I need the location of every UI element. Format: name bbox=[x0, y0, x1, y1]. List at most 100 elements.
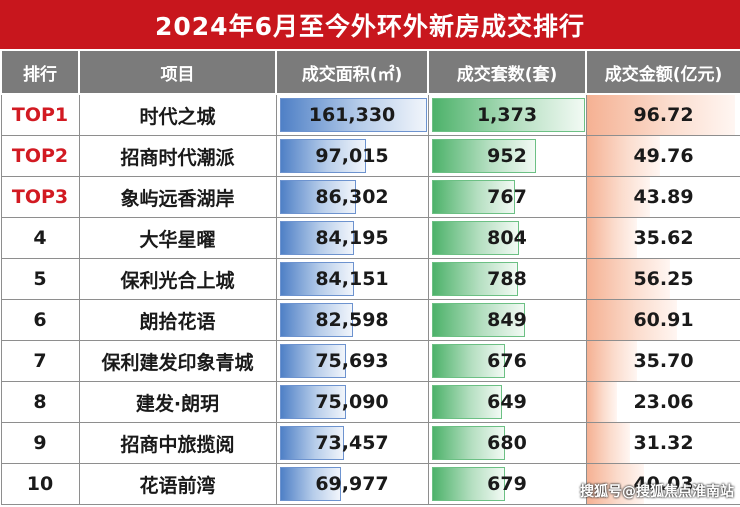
amount-bar bbox=[587, 382, 618, 422]
units-bar bbox=[431, 221, 520, 255]
units-cell: 679 bbox=[427, 463, 587, 505]
rank-cell: TOP1 bbox=[0, 93, 80, 136]
units-value: 679 bbox=[487, 473, 527, 495]
project-name-cell: 花语前湾 bbox=[78, 463, 277, 505]
amount-cell: 23.06 bbox=[585, 381, 740, 423]
rank-cell: 9 bbox=[0, 422, 80, 464]
amount-cell: 96.72 bbox=[585, 93, 740, 136]
amount-cell: 40.03 bbox=[585, 463, 740, 505]
area-bar bbox=[279, 467, 341, 501]
amount-cell: 31.32 bbox=[585, 422, 740, 464]
units-value: 952 bbox=[487, 145, 527, 167]
amount-bar bbox=[587, 341, 638, 381]
amount-value: 40.03 bbox=[633, 473, 694, 495]
amount-cell: 49.76 bbox=[585, 135, 740, 177]
amount-value: 35.70 bbox=[633, 350, 694, 372]
header-units: 成交套数(套) bbox=[427, 49, 587, 95]
area-value: 84,195 bbox=[315, 227, 389, 249]
table-row: 8 建发·朗玥 75,090 649 23.06 bbox=[0, 381, 740, 423]
amount-bar bbox=[587, 464, 645, 504]
area-bar bbox=[279, 180, 357, 214]
project-name-cell: 保利光合上城 bbox=[78, 258, 277, 300]
amount-bar bbox=[587, 177, 651, 217]
area-value: 69,977 bbox=[315, 473, 389, 495]
units-value: 849 bbox=[487, 309, 527, 331]
amount-bar bbox=[587, 423, 631, 463]
table-row: TOP2 招商时代潮派 97,015 952 49.76 bbox=[0, 135, 740, 177]
units-cell: 849 bbox=[427, 299, 587, 341]
amount-cell: 56.25 bbox=[585, 258, 740, 300]
rank-cell: TOP3 bbox=[0, 176, 80, 218]
amount-value: 49.76 bbox=[633, 145, 694, 167]
area-value: 86,302 bbox=[315, 186, 389, 208]
rank-cell: TOP2 bbox=[0, 135, 80, 177]
header-amount: 成交金额(亿元) bbox=[585, 49, 740, 95]
area-cell: 82,598 bbox=[275, 299, 429, 341]
units-cell: 649 bbox=[427, 381, 587, 423]
rank-cell: 7 bbox=[0, 340, 80, 382]
table-row: 5 保利光合上城 84,151 788 56.25 bbox=[0, 258, 740, 300]
amount-bar bbox=[587, 136, 660, 176]
amount-value: 31.32 bbox=[633, 432, 694, 454]
units-value: 804 bbox=[487, 227, 527, 249]
units-bar bbox=[431, 303, 525, 337]
amount-value: 43.89 bbox=[633, 186, 694, 208]
table-row: 6 朗拾花语 82,598 849 60.91 bbox=[0, 299, 740, 341]
area-cell: 73,457 bbox=[275, 422, 429, 464]
header-area: 成交面积(㎡) bbox=[275, 49, 429, 95]
amount-cell: 43.89 bbox=[585, 176, 740, 218]
area-cell: 75,090 bbox=[275, 381, 429, 423]
units-bar bbox=[431, 467, 506, 501]
amount-bar bbox=[587, 95, 735, 135]
units-value: 676 bbox=[487, 350, 527, 372]
units-value: 680 bbox=[487, 432, 527, 454]
area-value: 82,598 bbox=[315, 309, 389, 331]
area-bar bbox=[279, 426, 345, 460]
table-header-row: 排行 项目 成交面积(㎡) 成交套数(套) 成交金额(亿元) bbox=[0, 49, 740, 95]
area-value: 75,693 bbox=[315, 350, 389, 372]
amount-value: 35.62 bbox=[633, 227, 694, 249]
project-name-cell: 保利建发印象青城 bbox=[78, 340, 277, 382]
rank-cell: 4 bbox=[0, 217, 80, 259]
amount-value: 56.25 bbox=[633, 268, 694, 290]
units-value: 788 bbox=[487, 268, 527, 290]
page-title: 2024年6月至今外环外新房成交排行 bbox=[0, 0, 740, 49]
area-cell: 161,330 bbox=[275, 93, 429, 136]
project-name-cell: 朗拾花语 bbox=[78, 299, 277, 341]
project-name-cell: 建发·朗玥 bbox=[78, 381, 277, 423]
area-value: 84,151 bbox=[315, 268, 389, 290]
area-cell: 97,015 bbox=[275, 135, 429, 177]
area-bar bbox=[279, 221, 355, 255]
area-cell: 84,151 bbox=[275, 258, 429, 300]
area-value: 73,457 bbox=[315, 432, 389, 454]
area-cell: 86,302 bbox=[275, 176, 429, 218]
amount-value: 96.72 bbox=[633, 104, 694, 126]
table-body: TOP1 时代之城 161,330 1,373 96.72 TOP2 招商时代潮派 97,01… bbox=[0, 93, 740, 505]
project-name-cell: 象屿远香湖岸 bbox=[78, 176, 277, 218]
amount-bar bbox=[587, 218, 638, 258]
ranking-table: 排行 项目 成交面积(㎡) 成交套数(套) 成交金额(亿元) TOP1 时代之城 1… bbox=[0, 49, 740, 505]
area-bar bbox=[279, 344, 347, 378]
area-value: 97,015 bbox=[315, 145, 389, 167]
area-bar bbox=[279, 262, 355, 296]
units-bar bbox=[431, 98, 585, 132]
header-project: 项目 bbox=[78, 49, 277, 95]
units-cell: 788 bbox=[427, 258, 587, 300]
area-value: 75,090 bbox=[315, 391, 389, 413]
table-row: 9 招商中旅揽阅 73,457 680 31.32 bbox=[0, 422, 740, 464]
units-cell: 804 bbox=[427, 217, 587, 259]
table-row: TOP1 时代之城 161,330 1,373 96.72 bbox=[0, 93, 740, 136]
table-row: 7 保利建发印象青城 75,693 676 35.70 bbox=[0, 340, 740, 382]
rank-cell: 8 bbox=[0, 381, 80, 423]
header-rank: 排行 bbox=[0, 49, 80, 95]
area-bar bbox=[279, 139, 367, 173]
rank-cell: 5 bbox=[0, 258, 80, 300]
units-bar bbox=[431, 139, 537, 173]
amount-bar bbox=[587, 259, 671, 299]
amount-value: 23.06 bbox=[633, 391, 694, 413]
amount-value: 60.91 bbox=[633, 309, 694, 331]
units-cell: 952 bbox=[427, 135, 587, 177]
units-cell: 676 bbox=[427, 340, 587, 382]
units-bar bbox=[431, 344, 505, 378]
units-value: 1,373 bbox=[476, 104, 538, 126]
